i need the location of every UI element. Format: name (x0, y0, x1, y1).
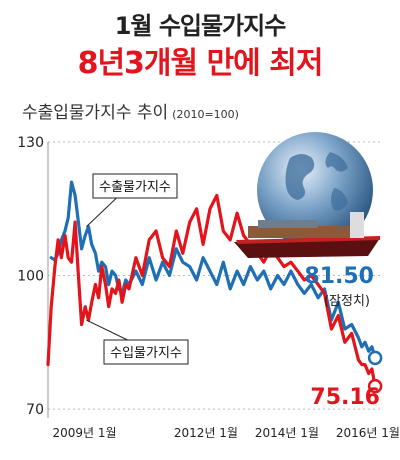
import-series-callout-label: 수입물가지수 (110, 346, 182, 361)
import-series-callout-box (103, 339, 189, 365)
series-lines (46, 180, 377, 388)
globe-continent (325, 152, 348, 172)
export-series-callout-box (92, 173, 178, 199)
y-tick-label: 100 (17, 269, 44, 285)
export-end-marker (367, 350, 383, 366)
export-series-callout-label: 수출물가지수 (99, 180, 171, 195)
ship-containers (258, 220, 318, 228)
x-tick-label: 2012년 1월 (174, 426, 238, 440)
import-series-callout-pointer (86, 319, 128, 341)
x-tick-label: 2009년 1월 (52, 426, 116, 440)
globe-continent (285, 154, 315, 200)
globe-with-cargo-ship-illustration (230, 128, 390, 268)
chart-title: 수출입물가지수 추이 (22, 103, 169, 123)
import-end-marker (367, 378, 383, 394)
series-end-labels: 81.50 (잠정치) 75.16 (304, 264, 383, 410)
export-series-callout-pointer (86, 197, 117, 227)
x-tick-label: 2014년 1월 (255, 426, 319, 440)
import-end-value: 75.16 (310, 385, 380, 410)
export-end-note: (잠정치) (324, 294, 370, 309)
x-tick-label: 2016년 1월 (336, 426, 400, 440)
ship-bridge (350, 212, 364, 238)
y-tick-label: 130 (17, 135, 44, 151)
y-tick-label: 70 (26, 402, 44, 418)
headline-line1: 1월 수입물가지수 (114, 12, 287, 40)
base-year-note: (2010=100) (172, 108, 239, 121)
globe-continent (331, 188, 348, 211)
import-price-line (46, 193, 377, 388)
ship-containers (248, 226, 352, 238)
y-tick-labels: 70 100 130 (17, 135, 44, 418)
x-tick-labels: 2009년 1월 2012년 1월 2014년 1월 2016년 1월 (52, 426, 399, 440)
headline-line2: 8년3개월 만에 최저 (77, 46, 324, 81)
export-end-value: 81.50 (304, 264, 374, 289)
chart-title-row: 수출입물가지수 추이 (2010=100) (22, 98, 239, 123)
